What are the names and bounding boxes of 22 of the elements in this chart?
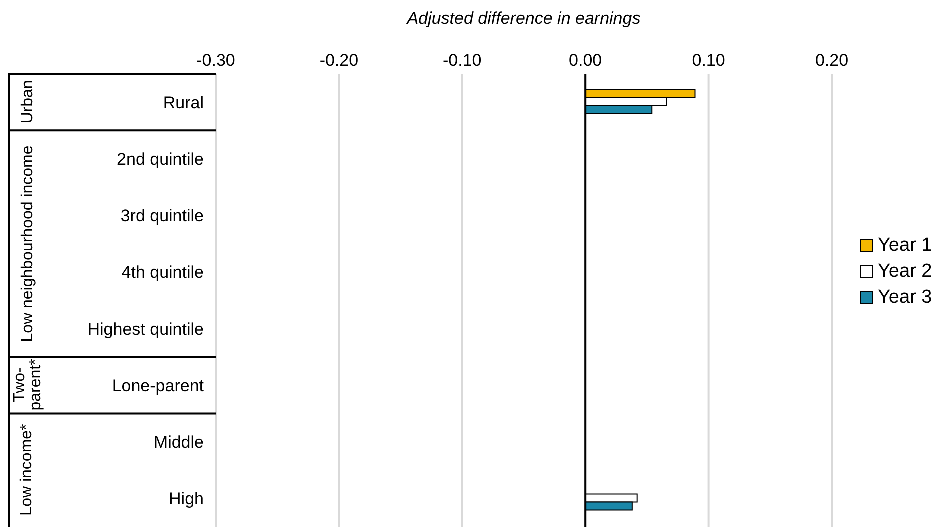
y-tick-label: Middle	[154, 433, 204, 452]
x-tick-label: -0.10	[443, 51, 482, 70]
y-tick-label: High	[169, 490, 204, 509]
text: Low neighbourhood income	[19, 146, 36, 342]
legend-label: Year 2	[878, 261, 932, 283]
y-tick-label: 4th quintile	[122, 263, 204, 282]
x-axis-title: Adjusted difference in earnings	[406, 9, 642, 28]
text: Urban	[19, 80, 36, 124]
text: Two-parent*	[11, 358, 44, 414]
legend-label: Year 3	[878, 287, 932, 309]
x-tick-label: 0.10	[692, 51, 726, 70]
x-tick-label: 0.20	[815, 51, 849, 70]
y-tick-label: Lone-parent	[112, 376, 204, 396]
text: Low income*	[19, 424, 36, 516]
x-tick-label: 0.00	[569, 51, 602, 70]
y-tick-label: Rural	[163, 93, 204, 112]
y-tick-label: 2nd quintile	[117, 150, 204, 169]
legend-label: Year 1	[878, 235, 932, 257]
x-tick-label: -0.20	[320, 51, 359, 70]
y-tick-label: 3rd quintile	[120, 206, 204, 226]
y-tick-label: Highest quintile	[88, 320, 204, 339]
x-tick-label: -0.30	[196, 51, 236, 70]
